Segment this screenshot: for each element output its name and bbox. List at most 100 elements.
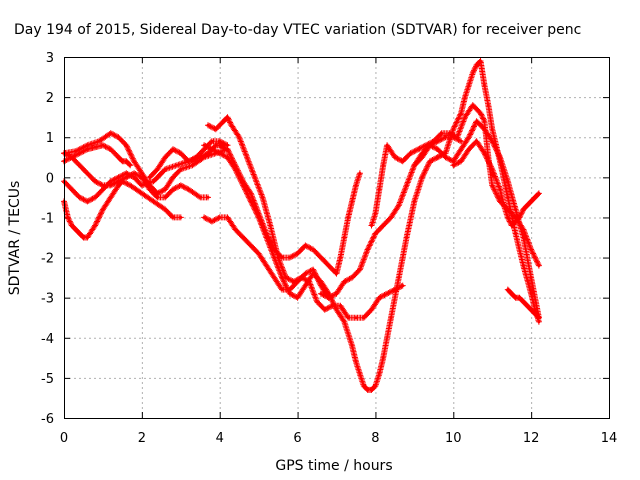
- data-point: [163, 207, 167, 211]
- data-point: [155, 191, 159, 195]
- data-point: [268, 223, 272, 227]
- data-point: [370, 223, 374, 227]
- y-tick-label: -2: [41, 252, 54, 267]
- data-point: [218, 151, 222, 155]
- data-point: [233, 227, 237, 231]
- data-point: [436, 155, 440, 159]
- data-point: [109, 195, 113, 199]
- data-point: [229, 123, 233, 127]
- data-point: [482, 127, 486, 131]
- data-point: [366, 248, 370, 252]
- data-point: [517, 215, 521, 219]
- data-point: [479, 59, 483, 63]
- data-point: [420, 175, 424, 179]
- data-point: [214, 127, 218, 131]
- data-point: [467, 147, 471, 151]
- series-arc-12: [368, 102, 542, 269]
- data-point: [218, 215, 222, 219]
- data-point: [124, 171, 128, 175]
- data-point: [198, 195, 202, 199]
- data-point: [529, 199, 533, 203]
- data-point: [537, 191, 541, 195]
- data-point: [292, 280, 296, 284]
- data-point: [338, 304, 342, 308]
- data-point: [210, 219, 214, 223]
- data-point: [342, 280, 346, 284]
- data-point: [381, 163, 385, 167]
- data-point: [152, 199, 156, 203]
- data-point: [482, 119, 486, 123]
- data-point: [327, 264, 331, 268]
- data-point: [370, 308, 374, 312]
- x-tick-label: 4: [216, 431, 224, 446]
- series-arc-9: [201, 142, 441, 393]
- data-point: [416, 147, 420, 151]
- data-point: [451, 163, 455, 167]
- chart-title: Day 194 of 2015, Sidereal Day-to-day VTE…: [14, 22, 581, 38]
- data-point: [210, 147, 214, 151]
- data-point: [358, 268, 362, 272]
- data-point: [190, 163, 194, 167]
- data-point: [475, 119, 479, 123]
- series-arc-10: [216, 142, 363, 277]
- data-point: [140, 183, 144, 187]
- data-point: [299, 276, 303, 280]
- data-point: [117, 175, 120, 179]
- data-point: [490, 183, 494, 187]
- data-point: [93, 179, 97, 183]
- data-point: [521, 300, 525, 304]
- data-point: [521, 236, 525, 239]
- data-point: [128, 183, 132, 187]
- data-point: [471, 103, 475, 107]
- data-point: [459, 139, 463, 143]
- data-point: [506, 195, 510, 199]
- x-tick-label: 14: [601, 431, 618, 446]
- data-point: [237, 135, 241, 139]
- x-tick-label: 10: [445, 431, 462, 446]
- data-point: [525, 203, 529, 207]
- data-point: [525, 304, 529, 308]
- data-point: [486, 103, 490, 107]
- data-point: [163, 187, 167, 191]
- data-point: [241, 179, 245, 183]
- data-point: [475, 139, 479, 143]
- data-point: [455, 135, 459, 139]
- series-markers: [201, 142, 441, 393]
- data-point: [424, 143, 428, 147]
- data-point: [346, 316, 350, 320]
- data-point: [366, 388, 370, 392]
- data-point: [482, 151, 486, 155]
- y-tick-label: -5: [41, 372, 54, 387]
- data-point: [101, 143, 105, 147]
- data-point: [342, 236, 346, 239]
- data-point: [140, 171, 144, 175]
- data-point: [373, 211, 377, 215]
- data-point: [296, 252, 300, 256]
- data-point: [521, 264, 525, 268]
- data-point: [253, 175, 257, 179]
- data-point: [408, 151, 412, 155]
- data-point: [338, 256, 342, 260]
- data-point: [467, 83, 471, 87]
- data-point: [148, 183, 152, 187]
- data-point: [78, 151, 82, 155]
- data-point: [78, 163, 82, 167]
- data-point: [389, 316, 393, 320]
- data-point: [132, 175, 136, 179]
- data-point: [479, 111, 483, 115]
- data-point: [529, 248, 533, 252]
- data-point: [261, 195, 265, 199]
- data-point: [428, 143, 432, 147]
- data-point: [288, 292, 292, 296]
- data-point: [163, 155, 167, 159]
- data-point: [459, 111, 463, 115]
- data-point: [373, 231, 377, 235]
- data-point: [401, 159, 405, 163]
- data-point: [405, 183, 409, 187]
- data-point: [194, 155, 198, 159]
- data-point: [93, 195, 97, 199]
- data-point: [506, 215, 510, 219]
- data-point: [358, 372, 362, 376]
- data-point: [264, 264, 268, 268]
